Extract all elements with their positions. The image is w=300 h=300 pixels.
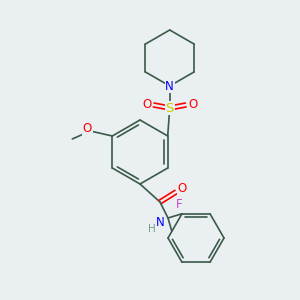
Text: O: O: [142, 98, 151, 112]
Text: O: O: [83, 122, 92, 136]
Text: F: F: [176, 198, 182, 211]
Text: N: N: [156, 217, 164, 230]
Text: S: S: [166, 101, 174, 115]
Text: N: N: [165, 80, 174, 92]
Text: H: H: [148, 224, 156, 234]
Text: O: O: [177, 182, 187, 194]
Text: O: O: [188, 98, 197, 112]
